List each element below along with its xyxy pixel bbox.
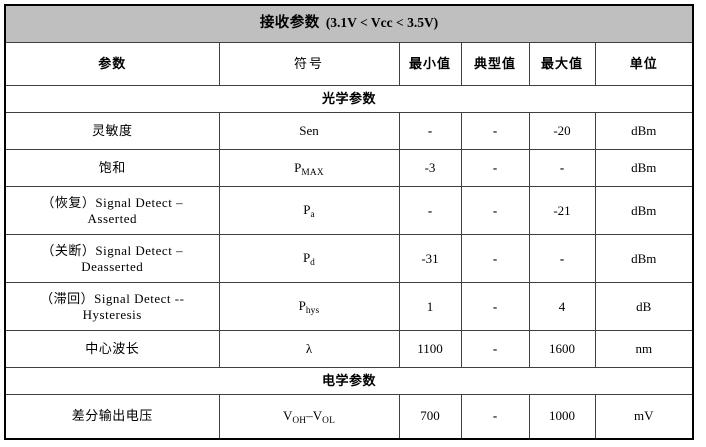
row-unit: nm xyxy=(594,330,694,368)
row-typ-value: - xyxy=(460,186,530,235)
row-symbol: Pa xyxy=(218,186,400,235)
column-header-unit: 单位 xyxy=(594,42,694,86)
row-unit: dBm xyxy=(594,112,694,150)
column-header-symbol: 符号 xyxy=(218,42,400,86)
table-title-row: 接收参数 (3.1V < Vcc < 3.5V) xyxy=(4,4,694,43)
section-header-row: 光学参数 xyxy=(4,85,694,113)
row-unit: dBm xyxy=(594,186,694,235)
section-header-row: 电学参数 xyxy=(4,367,694,395)
row-min-value: 1100 xyxy=(398,330,462,368)
row-parameter-name: （关断）Signal Detect – Deasserted xyxy=(4,234,220,283)
row-symbol: VOH–VOL xyxy=(218,394,400,440)
table-row: （恢复）Signal Detect – Asserted Pa - - -21 d… xyxy=(4,186,694,235)
row-typ-value: - xyxy=(460,330,530,368)
row-min-value: 1 xyxy=(398,282,462,331)
symbol-subscript: a xyxy=(310,210,315,221)
column-header-min: 最小值 xyxy=(398,42,462,86)
column-header-typ: 典型值 xyxy=(460,42,530,86)
row-max-value: 1600 xyxy=(528,330,596,368)
row-typ-value: - xyxy=(460,394,530,440)
row-max-value: -20 xyxy=(528,112,596,150)
receiver-parameters-table: 接收参数 (3.1V < Vcc < 3.5V) 参数 符号 最小值 典型值 最大… xyxy=(4,4,694,440)
row-unit: dB xyxy=(594,282,694,331)
row-max-value: 1000 xyxy=(528,394,596,440)
row-min-value: 700 xyxy=(398,394,462,440)
table-row: 灵敏度 Sen - - -20 dBm xyxy=(4,112,694,150)
row-parameter-line1: （关断）Signal Detect – xyxy=(41,242,184,258)
row-symbol: Pd xyxy=(218,234,400,283)
row-symbol: PMAX xyxy=(218,149,400,187)
row-min-value: - xyxy=(398,186,462,235)
symbol-base: P xyxy=(303,202,311,218)
row-typ-value: - xyxy=(460,282,530,331)
section-header-optical: 光学参数 xyxy=(4,85,694,113)
symbol-base: Sen xyxy=(299,123,319,139)
row-typ-value: - xyxy=(460,234,530,283)
column-header-max: 最大值 xyxy=(528,42,596,86)
symbol-base: P xyxy=(302,250,311,266)
row-max-value: 4 xyxy=(528,282,596,331)
symbol-subscript-first: OH xyxy=(292,415,307,426)
row-unit: mV xyxy=(594,394,694,440)
table-row: 差分输出电压 VOH–VOL 700 - 1000 mV xyxy=(4,394,694,440)
column-header-row: 参数 符号 最小值 典型值 最大值 单位 xyxy=(4,42,694,86)
row-max-value: -21 xyxy=(528,186,596,235)
row-typ-value: - xyxy=(460,112,530,150)
row-parameter-name: （滞回）Signal Detect -- Hysteresis xyxy=(4,282,220,331)
row-parameter-name: 灵敏度 xyxy=(4,112,220,150)
row-symbol: Phys xyxy=(218,282,400,331)
row-symbol: Sen xyxy=(218,112,400,150)
row-min-value: -3 xyxy=(398,149,462,187)
row-parameter-line2: Deasserted xyxy=(81,258,144,274)
row-parameter-line1: （滞回）Signal Detect -- xyxy=(40,290,185,306)
table-row: 中心波长 λ 1100 - 1600 nm xyxy=(4,330,694,368)
table-title-condition: (3.1V < Vcc < 3.5V) xyxy=(325,15,439,31)
row-typ-value: - xyxy=(460,149,530,187)
row-min-value: - xyxy=(398,112,462,150)
table-row: （滞回）Signal Detect -- Hysteresis Phys 1 - … xyxy=(4,282,694,331)
table-row: （关断）Signal Detect – Deasserted Pd -31 - -… xyxy=(4,234,694,283)
row-max-value: - xyxy=(528,149,596,187)
table-title-name: 接收参数 xyxy=(259,15,320,32)
symbol-base-first: V xyxy=(282,408,293,424)
row-parameter-line1: （恢复）Signal Detect – xyxy=(41,194,184,210)
symbol-subscript-second: OL xyxy=(322,415,336,426)
symbol-base-second: V xyxy=(312,408,323,424)
section-header-electrical: 电学参数 xyxy=(4,367,694,395)
row-parameter-name: 中心波长 xyxy=(4,330,220,368)
table-row: 饱和 PMAX -3 - - dBm xyxy=(4,149,694,187)
column-header-parameter: 参数 xyxy=(4,42,220,86)
symbol-separator: – xyxy=(306,408,313,424)
row-symbol: λ xyxy=(218,330,400,368)
symbol-base: P xyxy=(294,159,302,175)
row-unit: dBm xyxy=(594,149,694,187)
symbol-base: λ xyxy=(305,341,313,357)
row-parameter-name: （恢复）Signal Detect – Asserted xyxy=(4,186,220,235)
row-parameter-line2: Asserted xyxy=(87,210,137,226)
symbol-subscript: d xyxy=(310,258,316,269)
symbol-base: P xyxy=(298,298,306,314)
row-max-value: - xyxy=(528,234,596,283)
row-unit: dBm xyxy=(594,234,694,283)
row-parameter-name: 差分输出电压 xyxy=(4,394,220,440)
row-parameter-line2: Hysteresis xyxy=(82,306,142,322)
symbol-subscript: MAX xyxy=(301,167,324,178)
table-title-cell: 接收参数 (3.1V < Vcc < 3.5V) xyxy=(4,4,694,43)
row-min-value: -31 xyxy=(398,234,462,283)
symbol-subscript: hys xyxy=(305,306,320,317)
row-parameter-name: 饱和 xyxy=(4,149,220,187)
